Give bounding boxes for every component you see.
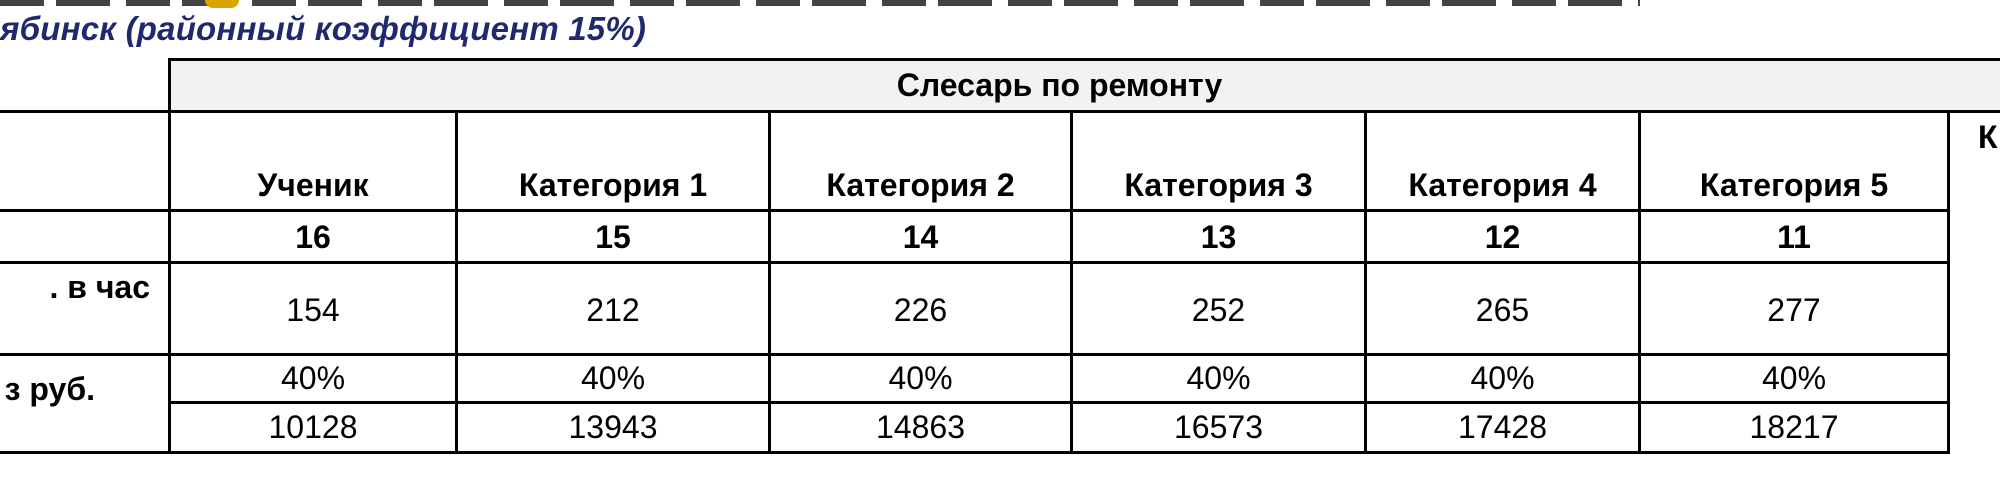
percent-cell-4: 40% (1470, 360, 1535, 396)
grid-line (171, 58, 2000, 61)
rate-cell-5: 277 (1767, 291, 1821, 328)
column-header-3: Категория 3 (1124, 166, 1313, 203)
column-header-partial: К (1978, 118, 1998, 155)
truncated-top-text (0, 0, 1640, 6)
percent-cell-1: 40% (580, 360, 646, 396)
grid-line (0, 261, 1950, 264)
column-header-2: Категория 2 (826, 166, 1015, 203)
grid-line (1364, 110, 1367, 454)
grid-line (168, 58, 171, 454)
grid-line (0, 110, 2000, 113)
grid-line (455, 110, 458, 454)
table-title: ябинск (районный коэффициент 15%) (0, 10, 647, 47)
smiley-icon (205, 0, 239, 8)
rank-cell-1: 15 (595, 218, 631, 255)
percent-cell-3: 40% (1186, 360, 1251, 396)
rank-cell-5: 11 (1777, 218, 1811, 255)
grid-line (0, 353, 1950, 356)
rank-cell-3: 13 (1200, 218, 1237, 255)
rate-cell-3: 252 (1191, 291, 1246, 328)
grid-line (1070, 110, 1073, 454)
rank-cell-2: 14 (902, 218, 939, 255)
percent-cell-2: 40% (888, 360, 953, 396)
grid-line (0, 209, 1950, 212)
row-label-rate: . в час (49, 268, 150, 305)
row-label-rub: з руб. (4, 370, 95, 407)
total-cell-2: 14863 (876, 409, 965, 445)
grid-line (171, 401, 1950, 404)
total-cell-1: 13943 (568, 409, 658, 445)
total-cell-0: 10128 (268, 409, 358, 445)
grid-line (1947, 110, 1950, 454)
total-cell-3: 16573 (1174, 409, 1263, 445)
total-cell-4: 17428 (1458, 409, 1547, 445)
column-header-4: Категория 4 (1408, 166, 1597, 203)
grid-line (768, 110, 771, 454)
column-header-0: Ученик (257, 166, 369, 203)
total-cell-5: 18217 (1749, 409, 1839, 445)
grid-line (0, 451, 1950, 454)
rate-cell-2: 226 (893, 291, 948, 328)
column-header-5: Категория 5 (1699, 166, 1889, 203)
rate-cell-1: 212 (586, 291, 640, 328)
group-header: Слесарь по ремонту (896, 67, 1223, 103)
rank-cell-0: 16 (295, 218, 331, 255)
percent-cell-0: 40% (280, 360, 346, 396)
percent-cell-5: 40% (1761, 360, 1827, 396)
rank-cell-4: 12 (1484, 218, 1521, 255)
grid-line (1638, 110, 1641, 454)
column-header-1: Категория 1 (518, 166, 708, 203)
rate-cell-4: 265 (1475, 291, 1530, 328)
group-header-band (171, 59, 2000, 111)
rate-cell-0: 154 (286, 291, 340, 328)
